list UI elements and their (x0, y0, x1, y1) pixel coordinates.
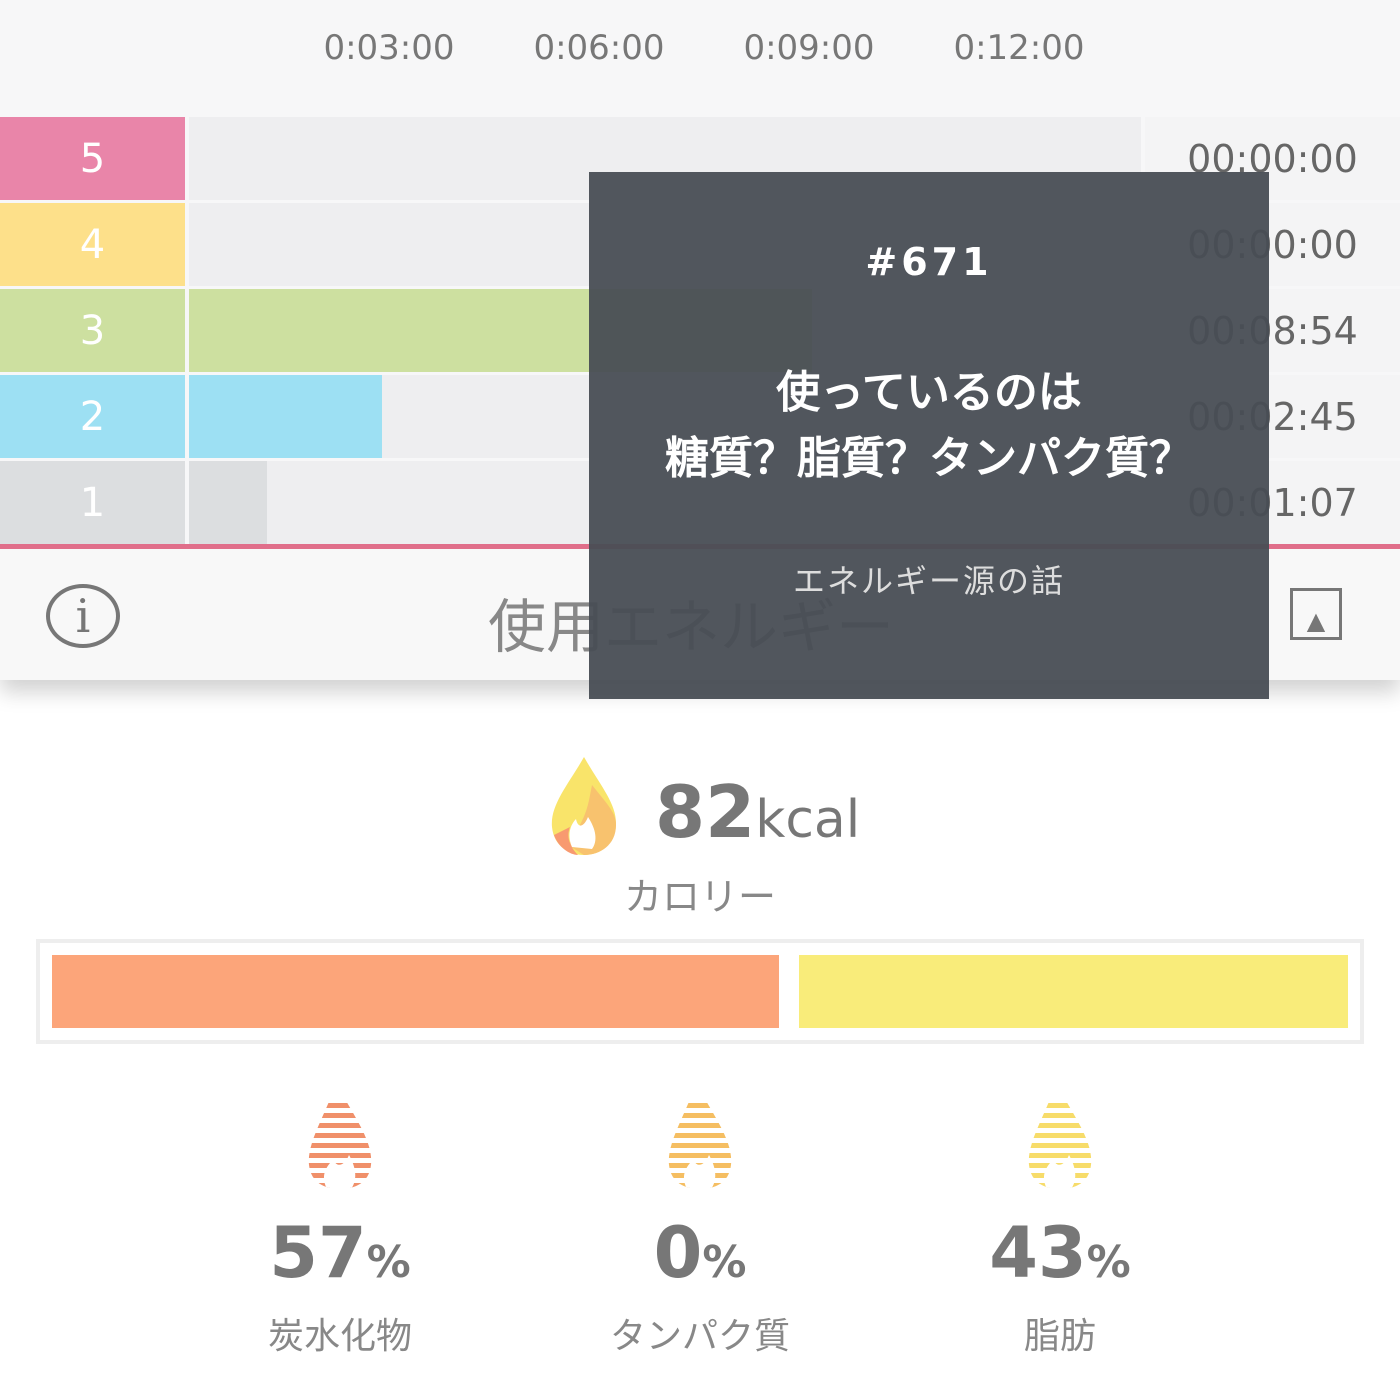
percent-value: 57 (269, 1212, 367, 1294)
drop-icon (1028, 1103, 1092, 1189)
axis-tick-label: 0:12:00 (953, 28, 1085, 68)
zone-label: 5 (0, 117, 185, 200)
nutrient-stat: 0% タンパク質 (550, 1085, 850, 1359)
article-title: 使っているのは 糖質？脂質？タンパク質？ (589, 360, 1269, 492)
zone-label: 3 (0, 289, 185, 372)
axis-tick-label: 0:03:00 (323, 28, 455, 68)
info-icon[interactable]: i (46, 584, 120, 648)
percent-unit: % (366, 1237, 411, 1288)
nutrient-stat: 43% 脂肪 (910, 1085, 1210, 1359)
percent-unit: % (1086, 1237, 1131, 1288)
carb-segment (52, 955, 780, 1028)
calorie-label: カロリー (623, 875, 776, 919)
drop-icon (668, 1103, 732, 1189)
nutrient-stat: 57% 炭水化物 (190, 1085, 490, 1359)
article-title-line2: 糖質？脂質？タンパク質？ (665, 433, 1193, 484)
zone-bar (189, 375, 382, 458)
zone-label: 4 (0, 203, 185, 286)
energy-ratio-bar (36, 939, 1364, 1044)
nutrient-label: タンパク質 (609, 1316, 790, 1357)
article-title-line1: 使っているのは (776, 367, 1082, 418)
percent-value: 0 (653, 1212, 703, 1294)
drop-icon (308, 1103, 372, 1189)
nutrient-percent: 0% (550, 1217, 850, 1299)
nutrient-label: 炭水化物 (267, 1316, 412, 1357)
axis-tick-label: 0:06:00 (533, 28, 665, 68)
zone-bar (189, 461, 268, 544)
axis-tick-label: 0:09:00 (743, 28, 875, 68)
zone-label: 2 (0, 375, 185, 458)
calorie-number: 82 (655, 770, 756, 854)
article-number: #671 (865, 240, 993, 284)
calorie-unit: kcal (755, 790, 861, 850)
percent-value: 43 (989, 1212, 1087, 1294)
article-overlay[interactable]: #671 使っているのは 糖質？脂質？タンパク質？ エネルギー源の話 (589, 172, 1269, 699)
share-icon[interactable]: ▲ (1290, 588, 1342, 640)
percent-unit: % (702, 1237, 747, 1288)
fat-segment (799, 955, 1348, 1028)
zone-label: 1 (0, 461, 185, 544)
flame-icon (551, 757, 616, 855)
calorie-value: 82kcal (655, 770, 860, 854)
article-subtitle: エネルギー源の話 (792, 562, 1065, 600)
nutrient-percent: 43% (910, 1217, 1210, 1299)
nutrient-label: 脂肪 (1023, 1316, 1096, 1357)
nutrient-percent: 57% (190, 1217, 490, 1299)
